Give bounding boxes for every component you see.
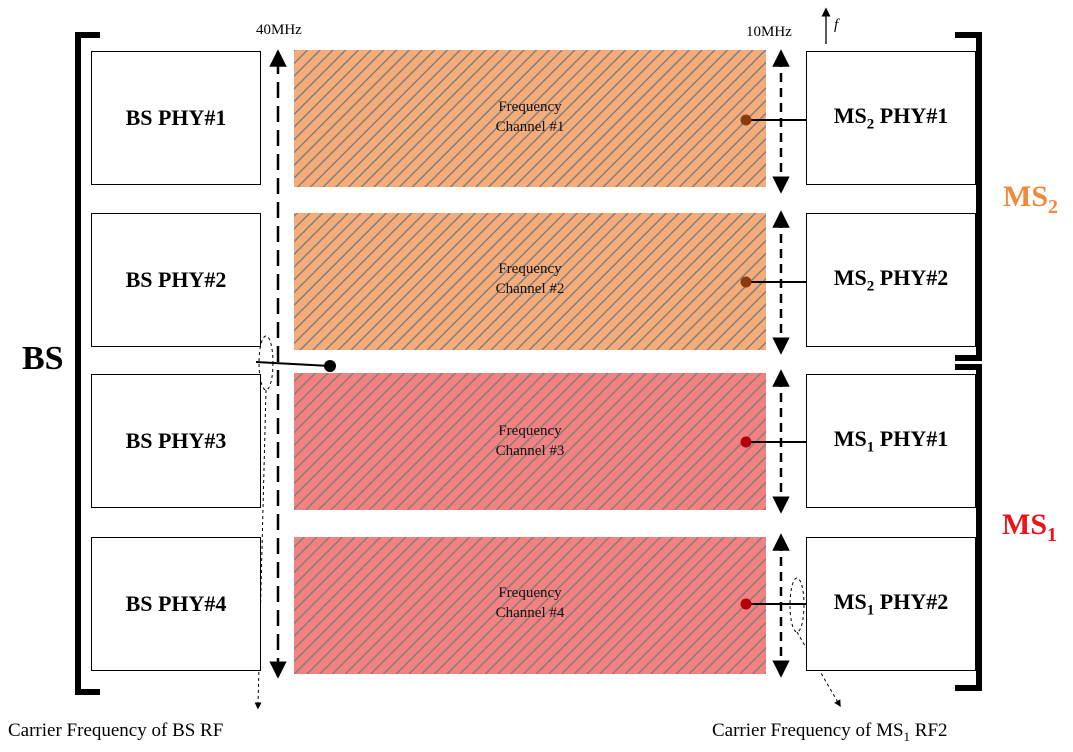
bs-group-label: BS xyxy=(22,340,64,377)
frequency-channel-1 xyxy=(294,50,766,187)
bs-phy-1-box: BS PHY#1 xyxy=(91,51,261,185)
ms2-phy-1-box: MS2 PHY#1 xyxy=(806,51,976,185)
ms2-phy-2-box: MS2 PHY#2 xyxy=(806,213,976,347)
bs-phy-4-label: BS PHY#4 xyxy=(125,591,227,616)
bs-phy-3-box: BS PHY#3 xyxy=(91,374,261,508)
ms-bandwidth-label: 10MHz xyxy=(746,24,792,40)
frequency-channel-4 xyxy=(294,537,766,674)
ms1-rf2-caption: Carrier Frequency of MS1 RF2 xyxy=(712,720,948,744)
ms2-phy2-carrier-dot xyxy=(740,276,752,288)
ms1-phy2-carrier-dot xyxy=(740,598,752,610)
bs-phy-4-box: BS PHY#4 xyxy=(91,537,261,671)
ms1-group-label: MS1 xyxy=(1002,508,1057,546)
bs-bandwidth-label: 40MHz xyxy=(256,22,302,38)
bs-rf-highlight-ellipse xyxy=(258,335,274,391)
bs-phy-3-label: BS PHY#3 xyxy=(125,428,227,453)
ms1-phy1-carrier-dot xyxy=(740,436,752,448)
bs-bracket xyxy=(75,32,100,695)
ms2-phy1-carrier-dot xyxy=(740,114,752,126)
channel-2-label: Frequency Channel #2 xyxy=(495,261,565,297)
ms1-phy-1-box: MS1 PHY#1 xyxy=(806,374,976,508)
bs-carrier-dot xyxy=(324,360,336,372)
ms1-rf2-highlight-ellipse xyxy=(789,577,805,633)
ms1-rf2-pointer-arrow xyxy=(796,631,841,708)
channel-3-label: Frequency Channel #3 xyxy=(495,423,565,459)
bs-rf-caption: Carrier Frequency of BS RF xyxy=(8,720,224,741)
bs-rf-pointer-arrow xyxy=(254,389,267,710)
ms2-bracket xyxy=(955,32,982,361)
bs-phy-1-label: BS PHY#1 xyxy=(125,105,227,130)
bs-phy-2-label: BS PHY#2 xyxy=(125,267,227,292)
channel-4-label: Frequency Channel #4 xyxy=(495,585,565,621)
ms1-bracket xyxy=(955,364,982,691)
frequency-channel-2 xyxy=(294,213,766,350)
bs-phy-2-box: BS PHY#2 xyxy=(91,213,261,347)
ms1-phy-1-label: MS1 PHY#1 xyxy=(833,425,949,456)
frequency-axis-label: f xyxy=(834,17,839,33)
ms2-group-label: MS2 xyxy=(1003,180,1058,218)
ms2-phy-2-label: MS2 PHY#2 xyxy=(833,264,949,295)
ms2-phy-1-label: MS2 PHY#1 xyxy=(833,102,949,133)
frequency-channel-3 xyxy=(294,373,766,510)
channel-1-label: Frequency Channel #1 xyxy=(495,99,565,135)
bs-carrier-connector xyxy=(255,361,331,367)
ms1-phy-2-box: MS1 PHY#2 xyxy=(806,537,976,671)
ms1-phy-2-label: MS1 PHY#2 xyxy=(833,588,949,619)
